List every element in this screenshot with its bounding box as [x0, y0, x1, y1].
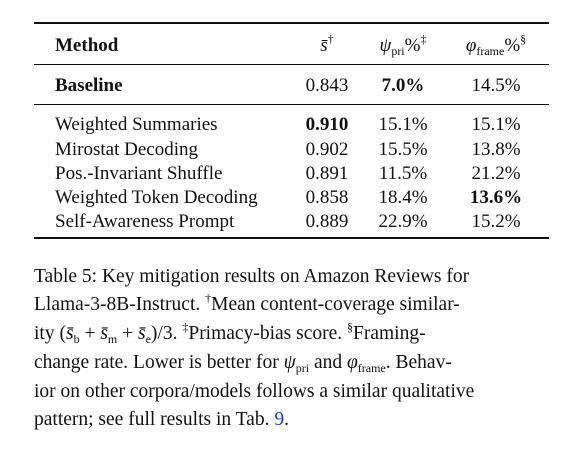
table-ref-link[interactable]: 9 — [274, 409, 285, 430]
caption-line-4: change rate. Lower is better for ψpri an… — [34, 349, 550, 378]
caption-text: and — [309, 352, 347, 373]
row-weighted-summaries-similarity: 0.910 — [305, 114, 349, 135]
caption-section-mark: § — [347, 320, 354, 334]
row-token-decoding-primacy: 18.4% — [378, 187, 428, 208]
caption-line-5: ior on other corpora/models follows a si… — [34, 378, 550, 406]
caption-math-sub: frame — [357, 361, 386, 375]
caption-ddagger: ‡ — [182, 320, 189, 334]
caption-math: ψ — [283, 352, 296, 373]
row-self-awareness-similarity: 0.889 — [305, 211, 349, 232]
caption-text: ior on other corpora/models follows a si… — [34, 381, 475, 402]
header-similarity: s̄† — [294, 32, 360, 59]
caption-plus: + — [117, 323, 138, 344]
caption-math: s̄ — [65, 323, 74, 344]
header-primacy-unit: % — [404, 35, 421, 56]
row-weighted-summaries-method: Weighted Summaries — [55, 114, 218, 135]
header-similarity-symbol: s̄ — [320, 35, 328, 56]
header-framing-symbol: φ — [465, 35, 477, 56]
caption-math-sub: m — [107, 332, 118, 346]
header-framing-sub: frame — [476, 44, 505, 58]
caption-line-1: Table 5: Key mitigation results on Amazo… — [34, 263, 550, 291]
row-weighted-summaries-primacy: 15.1% — [378, 114, 428, 135]
baseline-method: Baseline — [55, 75, 123, 96]
row-mirostat-similarity: 0.902 — [305, 139, 349, 160]
row-token-decoding-method: Weighted Token Decoding — [55, 187, 258, 208]
row-shuffle-similarity: 0.891 — [305, 163, 349, 184]
row-token-decoding-similarity: 0.858 — [305, 187, 349, 208]
bottom-rule — [34, 237, 549, 239]
caption-dagger: † — [205, 291, 212, 305]
caption-text: change rate. Lower is better for — [34, 352, 279, 373]
caption-line-3: ity (s̄b + s̄m + s̄e)/3. ‡Primacy-bias s… — [34, 320, 550, 349]
caption-math: s̄ — [100, 323, 108, 344]
row-token-decoding-framing: 13.6% — [469, 187, 523, 208]
header-primacy-symbol: ψ — [379, 35, 392, 56]
row-self-awareness-method: Self-Awareness Prompt — [55, 211, 235, 232]
header-primacy: ψpri%‡ — [360, 32, 446, 59]
caption-text: Framing- — [353, 323, 426, 344]
baseline-primacy: 7.0% — [381, 75, 425, 96]
row-shuffle-primacy: 11.5% — [378, 163, 428, 184]
caption-text: Mean content-coverage similar- — [211, 294, 460, 315]
caption-math: s̄ — [138, 323, 146, 344]
header-framing-unit: % — [504, 35, 521, 56]
row-mirostat-framing: 13.8% — [471, 139, 521, 160]
caption-line-2: Llama-3-8B-Instruct. †Mean content-cover… — [34, 291, 550, 320]
row-mirostat-method: Mirostat Decoding — [55, 139, 199, 160]
row-mirostat-primacy: 15.5% — [378, 139, 428, 160]
header-primacy-mark: ‡ — [420, 32, 427, 46]
header-framing: φframe%§ — [446, 32, 546, 59]
caption-text: Primacy-bias score. — [188, 323, 343, 344]
caption-text: ity ( — [34, 323, 66, 344]
table-caption: Table 5: Key mitigation results on Amazo… — [34, 263, 550, 434]
baseline-rule — [34, 104, 549, 105]
caption-text: . Behav- — [385, 352, 452, 373]
header-rule — [34, 64, 549, 65]
caption-math: φ — [346, 352, 358, 373]
caption-math-sub: e — [145, 332, 151, 346]
caption-line-6: pattern; see full results in Tab. 9. — [34, 406, 550, 434]
caption-math-sub: pri — [295, 361, 310, 375]
row-shuffle-framing: 21.2% — [471, 163, 521, 184]
baseline-framing: 14.5% — [471, 75, 521, 96]
caption-math-sub: b — [73, 332, 80, 346]
row-self-awareness-framing: 15.2% — [471, 211, 521, 232]
row-weighted-summaries-framing: 15.1% — [471, 114, 521, 135]
header-method: Method — [55, 35, 119, 56]
row-shuffle-method: Pos.-Invariant Shuffle — [55, 163, 223, 184]
top-rule — [34, 22, 549, 24]
row-self-awareness-primacy: 22.9% — [378, 211, 428, 232]
caption-text: Table 5: Key mitigation results on Amazo… — [34, 266, 470, 287]
baseline-similarity: 0.843 — [305, 75, 349, 96]
caption-text: . — [284, 409, 289, 430]
header-similarity-mark: † — [327, 32, 334, 46]
header-primacy-sub: pri — [391, 44, 405, 58]
caption-plus: + — [79, 323, 101, 344]
caption-text: )/3. — [150, 323, 178, 344]
caption-text: Llama-3-8B-Instruct. — [34, 294, 201, 315]
caption-text: pattern; see full results in Tab. — [34, 409, 275, 430]
header-framing-mark: § — [520, 32, 527, 46]
